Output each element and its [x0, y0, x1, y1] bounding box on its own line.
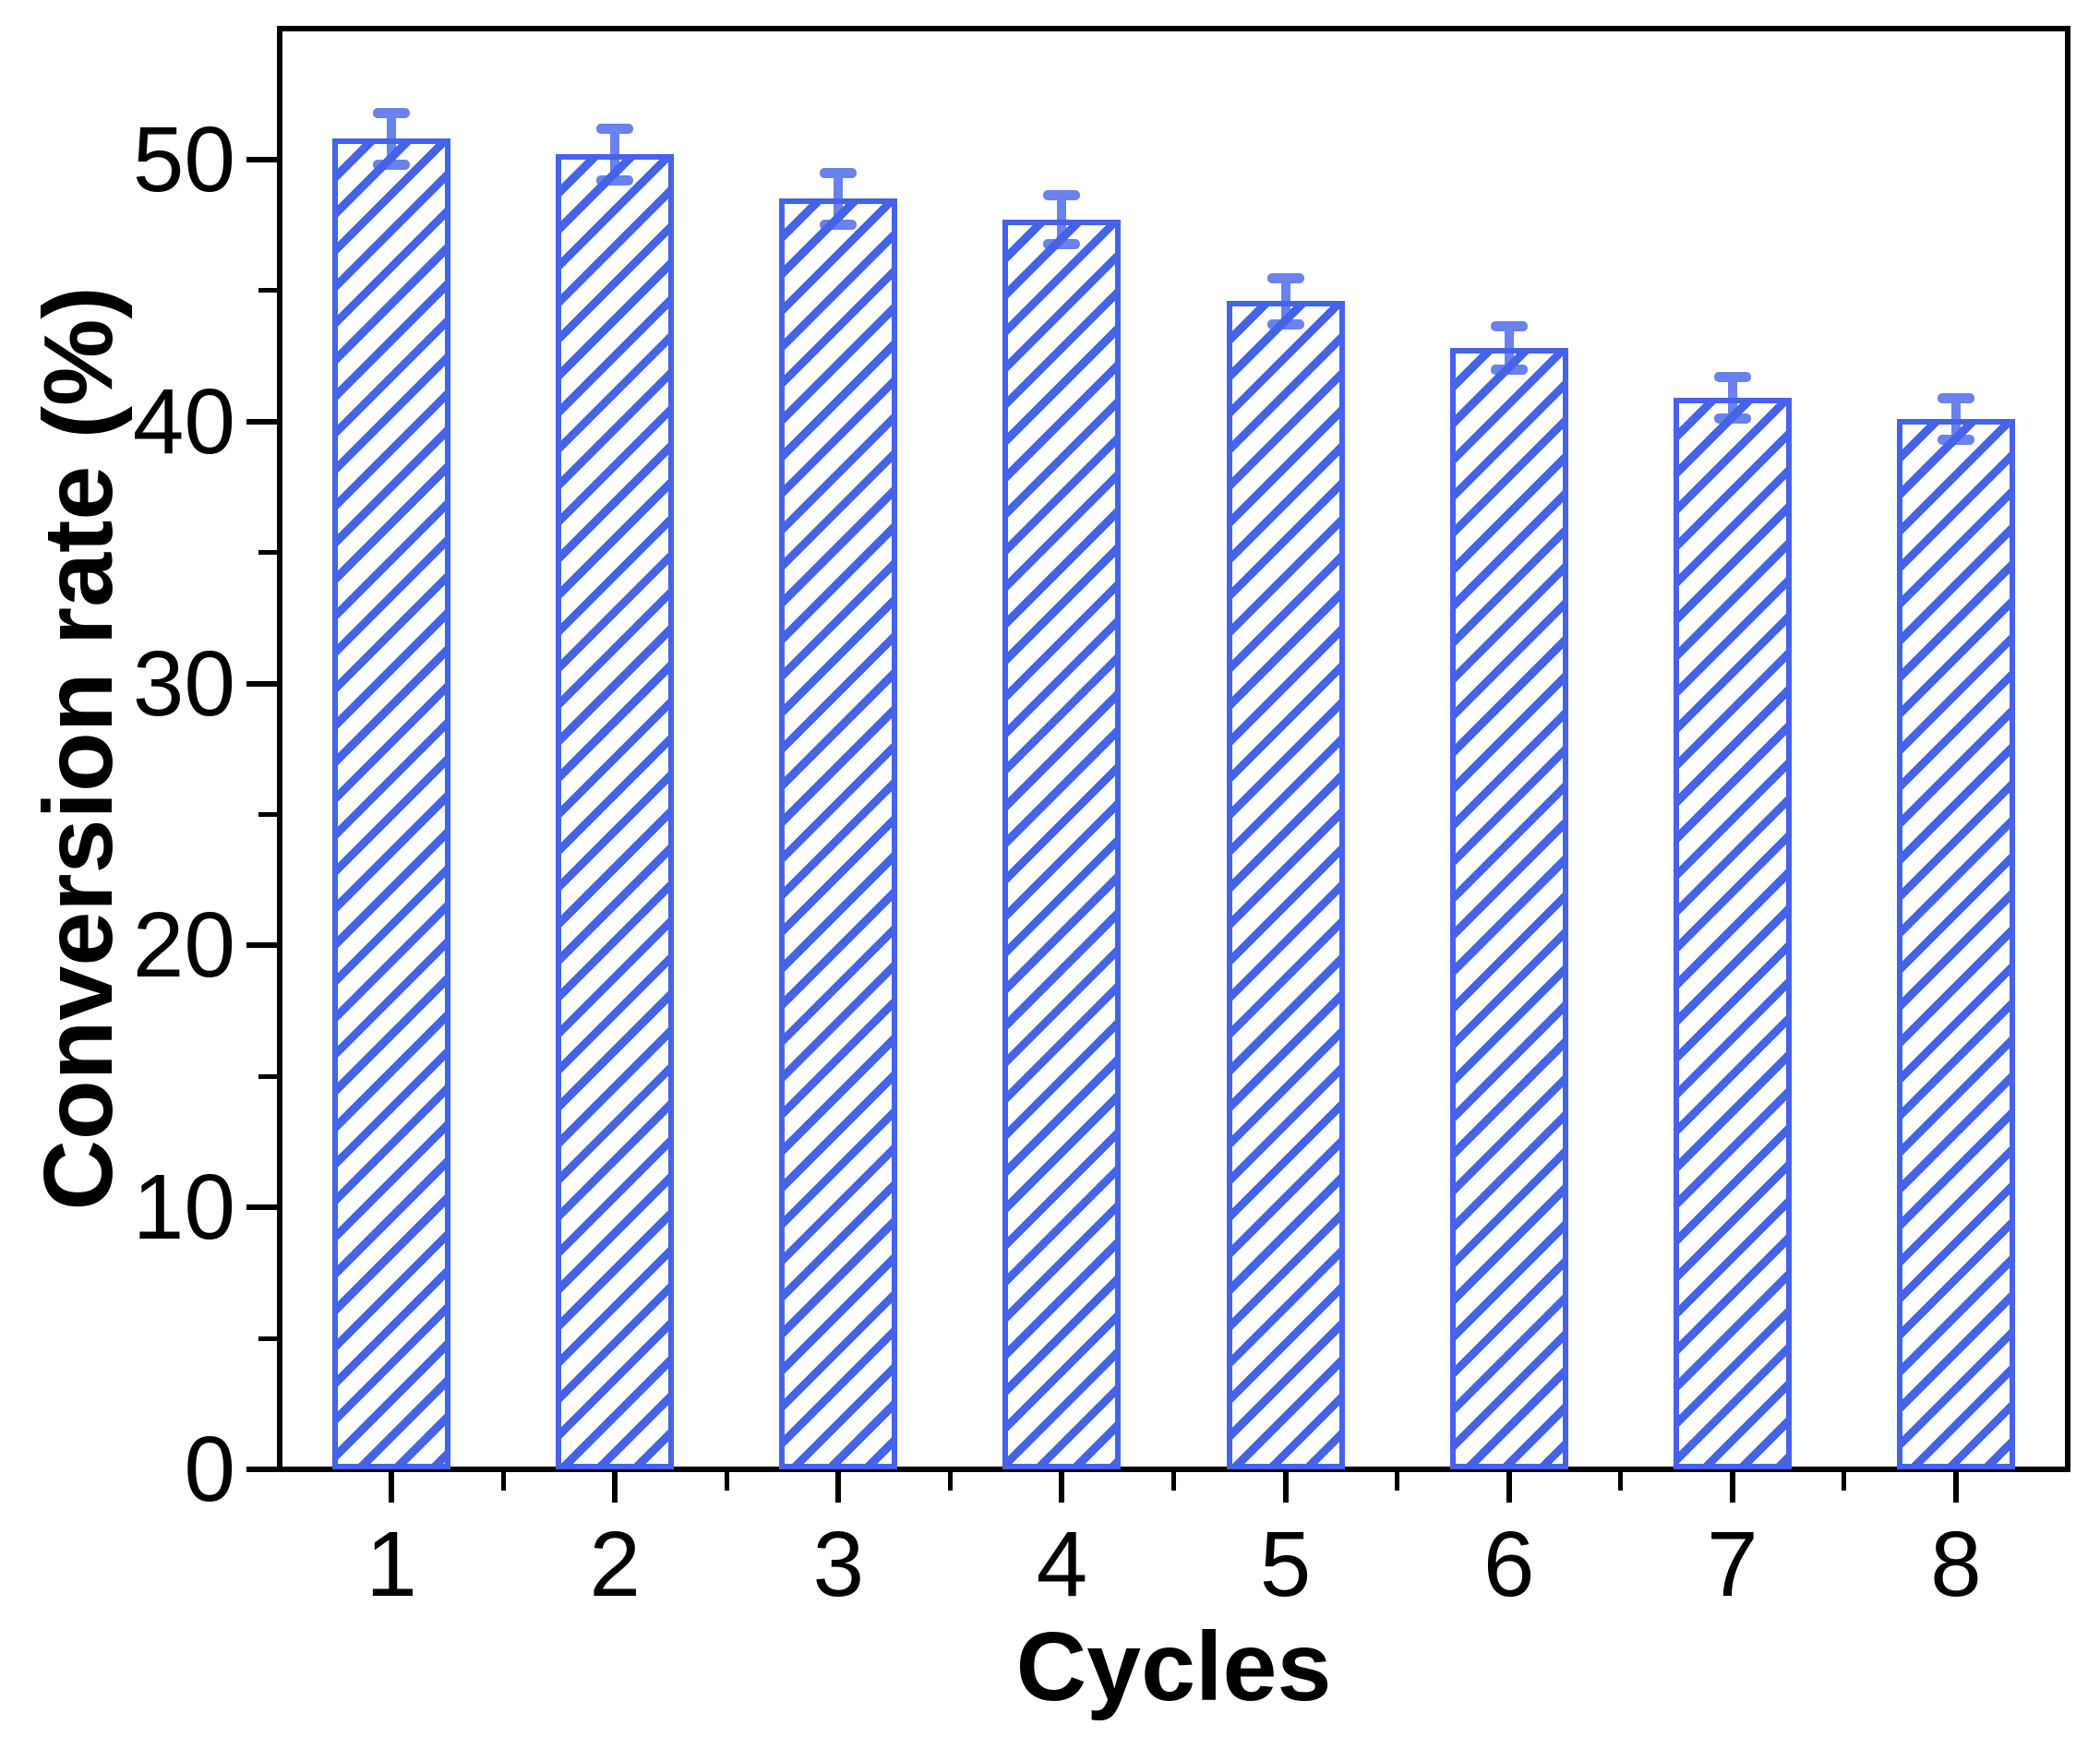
error-bar-cap-top — [820, 168, 858, 179]
error-bar-cap-bottom — [1490, 365, 1528, 376]
y-major-tick — [246, 680, 277, 687]
x-major-tick — [389, 1472, 395, 1503]
error-bar — [820, 168, 858, 230]
x-tick-label: 7 — [1707, 1513, 1758, 1616]
bar — [1002, 220, 1122, 1469]
error-bar-cap-bottom — [1713, 413, 1751, 424]
error-bar-cap-top — [1713, 372, 1751, 383]
x-minor-tick — [1618, 1472, 1624, 1491]
y-tick-label: 40 — [132, 369, 235, 473]
y-minor-tick — [258, 811, 277, 817]
x-major-tick — [1506, 1472, 1512, 1503]
error-bar-cap-top — [1043, 190, 1081, 201]
error-bar-line — [1280, 277, 1290, 325]
x-major-tick — [612, 1472, 618, 1503]
x-major-tick — [1282, 1472, 1289, 1503]
x-minor-tick — [947, 1472, 953, 1491]
bar — [1226, 301, 1345, 1469]
y-tick-label: 10 — [132, 1156, 235, 1260]
error-bar-line — [1057, 195, 1067, 246]
x-major-tick — [1729, 1472, 1735, 1503]
y-major-tick — [246, 942, 277, 949]
y-major-tick — [246, 156, 277, 162]
error-bar-line — [834, 173, 844, 225]
error-bar — [1043, 190, 1081, 250]
x-major-tick — [1952, 1472, 1959, 1503]
bar — [1673, 398, 1792, 1469]
y-tick-label: 50 — [132, 107, 235, 211]
error-bar-cap-bottom — [1266, 318, 1304, 329]
x-tick-label: 8 — [1930, 1513, 1982, 1616]
y-minor-tick — [258, 550, 277, 556]
error-bar — [373, 107, 411, 170]
error-bar-cap-top — [1266, 272, 1304, 283]
y-minor-tick — [258, 1336, 277, 1341]
error-bar-cap-top — [373, 107, 411, 118]
bar — [1896, 418, 2015, 1469]
bar — [556, 154, 675, 1469]
x-tick-label: 2 — [589, 1513, 641, 1616]
y-tick-label: 20 — [132, 893, 235, 998]
x-major-tick — [1059, 1472, 1065, 1503]
error-bar — [1490, 321, 1528, 376]
x-minor-tick — [1842, 1472, 1847, 1491]
x-minor-tick — [1171, 1472, 1176, 1491]
bar — [332, 138, 451, 1469]
x-minor-tick — [1395, 1472, 1400, 1491]
error-bar-cap-bottom — [820, 219, 858, 230]
error-bar-cap-bottom — [596, 174, 634, 186]
y-tick-label: 0 — [184, 1418, 235, 1521]
x-axis-title: Cycles — [1015, 1612, 1332, 1721]
x-tick-label: 4 — [1036, 1513, 1088, 1616]
y-minor-tick — [258, 288, 277, 293]
y-axis-title: Conversion rate (%) — [24, 286, 133, 1211]
error-bar-cap-top — [1937, 393, 1974, 404]
x-major-tick — [835, 1472, 842, 1503]
y-major-tick — [246, 418, 277, 425]
x-minor-tick — [724, 1472, 729, 1491]
error-bar-line — [387, 112, 397, 165]
x-tick-label: 1 — [366, 1513, 417, 1616]
error-bar-line — [1504, 326, 1514, 371]
y-tick-label: 30 — [132, 631, 235, 736]
x-tick-label: 6 — [1482, 1513, 1535, 1616]
error-bar-line — [1727, 377, 1737, 419]
x-minor-tick — [500, 1472, 506, 1491]
error-bar-cap-bottom — [1937, 434, 1974, 445]
error-bar-cap-bottom — [373, 159, 411, 170]
y-major-tick — [246, 1467, 277, 1472]
error-bar — [1266, 272, 1304, 329]
x-tick-label: 3 — [812, 1513, 865, 1616]
error-bar — [1937, 393, 1974, 445]
x-tick-label: 5 — [1259, 1513, 1312, 1616]
plot-frame — [277, 26, 2070, 1472]
y-minor-tick — [258, 1073, 277, 1079]
error-bar-cap-top — [1490, 321, 1528, 332]
bar — [779, 198, 898, 1469]
error-bar — [1713, 372, 1751, 424]
error-bar-cap-bottom — [1043, 239, 1081, 250]
error-bar-cap-top — [596, 123, 634, 134]
error-bar — [596, 123, 634, 186]
error-bar-line — [610, 127, 620, 181]
y-major-tick — [246, 1204, 277, 1211]
bar — [1449, 348, 1568, 1469]
error-bar-line — [1950, 398, 1961, 440]
